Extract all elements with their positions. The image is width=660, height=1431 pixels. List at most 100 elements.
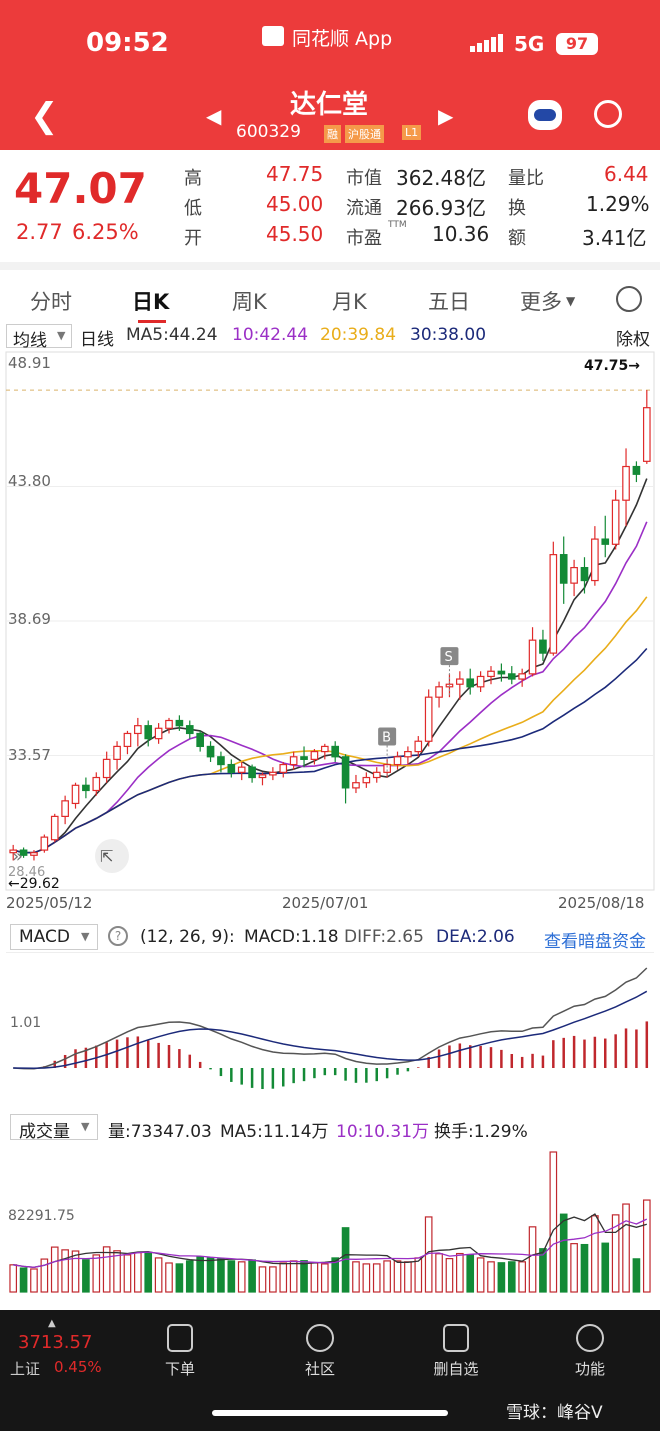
nav-functions[interactable]: 功能 — [550, 1324, 630, 1379]
volume-chart[interactable]: 82291.75 — [0, 1142, 660, 1294]
volume-bar — [196, 1256, 204, 1293]
assistant-robot-icon[interactable] — [528, 100, 562, 130]
candle — [154, 723, 163, 744]
volume-bar — [383, 1260, 391, 1293]
bottom-bar: ▲ 3713.57 上证 0.45% 下单 社区 删自选 功能 雪球：峰谷V — [0, 1310, 660, 1431]
volume-bar — [258, 1266, 267, 1293]
help-icon[interactable]: ? — [108, 926, 128, 946]
macd-y-tick: 1.01 — [10, 1015, 41, 1031]
diff-line — [13, 967, 648, 1070]
volume-bar — [580, 1243, 589, 1293]
nav-remove-watchlist[interactable]: 删自选 — [416, 1324, 496, 1379]
candle — [102, 751, 111, 783]
candle — [414, 736, 423, 757]
candle — [165, 717, 173, 734]
volume-bar — [404, 1261, 412, 1293]
volume-bar — [154, 1257, 163, 1293]
x-tick-mid: 2025/07/01 — [282, 894, 368, 912]
trade-mark-B: B — [378, 727, 397, 778]
volume-bar — [206, 1257, 215, 1293]
candle — [289, 751, 298, 770]
kline-chart[interactable]: 48.91 43.80 38.69 33.57 28.46 47.75→ ←29… — [0, 350, 660, 916]
volume-bar — [497, 1262, 506, 1293]
tab-more[interactable]: 更多 — [520, 290, 562, 314]
tab-five-day[interactable]: 五日 — [428, 290, 470, 314]
volume-bar — [102, 1246, 111, 1293]
volume-bar — [518, 1261, 526, 1293]
volume-ma5: MA5:11.14万 — [220, 1122, 329, 1142]
nav-order[interactable]: 下单 — [140, 1324, 220, 1379]
svg-text:⇱: ⇱ — [100, 847, 113, 866]
candle — [92, 772, 101, 796]
next-stock-icon[interactable]: ▶ — [438, 104, 454, 128]
network-type: 5G — [514, 32, 545, 56]
index-up-icon: ▲ — [48, 1318, 56, 1329]
volume-bar — [487, 1261, 495, 1293]
candle — [341, 754, 350, 804]
chevron-down-icon: ▼ — [566, 294, 576, 308]
candle — [497, 663, 506, 682]
volume-y-tick: 82291.75 — [8, 1208, 75, 1224]
volratio-label: 量比 — [508, 168, 544, 189]
tab-intraday[interactable]: 分时 — [30, 290, 72, 314]
stock-code: 600329 — [236, 122, 301, 142]
dark-pool-link[interactable]: 查看暗盘资金 — [544, 932, 646, 952]
period-label: 日线 — [80, 330, 114, 350]
candle — [456, 671, 464, 700]
svg-text:B: B — [382, 731, 391, 746]
candle — [40, 834, 49, 853]
candle — [601, 515, 610, 558]
prev-stock-icon[interactable]: ◀ — [206, 104, 222, 128]
back-icon[interactable]: ❮ — [30, 96, 59, 136]
macd-chart[interactable]: 1.01 — [0, 952, 660, 1102]
volume-value: 量:73347.03 — [108, 1122, 212, 1142]
volume-bar — [476, 1257, 485, 1293]
candle — [331, 741, 340, 762]
volume-ma10-line — [13, 1218, 648, 1268]
volume-bar — [435, 1253, 443, 1293]
volume-header: 成交量 ▼ 量:73347.03 MA5:11.14万 10:10.31万 换手… — [0, 1112, 660, 1142]
float-label: 流通 — [346, 198, 382, 219]
chart-settings-icon[interactable] — [616, 286, 642, 312]
adjust-toggle[interactable]: 除权 — [616, 330, 650, 350]
volume-bar — [320, 1263, 329, 1293]
tab-daily[interactable]: 日K — [132, 290, 170, 314]
volume-bar — [570, 1243, 578, 1293]
tab-weekly[interactable]: 周K — [232, 290, 267, 314]
candle — [580, 557, 589, 594]
order-icon — [167, 1324, 193, 1352]
home-indicator — [212, 1410, 448, 1416]
app-logo-icon — [262, 26, 284, 46]
stock-name: 达仁堂 — [290, 90, 369, 120]
candle — [352, 774, 360, 794]
index-value[interactable]: 3713.57 — [18, 1332, 93, 1353]
app-name: 同花顺 App — [292, 28, 393, 50]
volume-bar — [393, 1260, 402, 1293]
volume-bar — [248, 1259, 256, 1293]
open-label: 开 — [184, 228, 202, 249]
badge-margin: 融 — [324, 125, 341, 143]
pe-label: 市盈 — [346, 228, 382, 249]
search-icon[interactable] — [594, 100, 622, 128]
volume-select[interactable]: 成交量 ▼ — [10, 1114, 98, 1142]
nav-community[interactable]: 社区 — [280, 1324, 360, 1379]
candle — [9, 844, 18, 861]
badge-connect: 沪股通 — [345, 125, 384, 143]
candle — [518, 668, 526, 687]
amount-value: 3.41亿 — [582, 226, 647, 250]
volume-bar — [30, 1268, 38, 1293]
candle — [570, 559, 578, 597]
volume-bar — [165, 1262, 173, 1293]
ma30-legend: 30:38.00 — [410, 325, 487, 345]
macd-select[interactable]: MACD ▼ — [10, 924, 98, 950]
mktcap-value: 362.48亿 — [396, 166, 486, 190]
volume-bar — [372, 1263, 381, 1293]
volume-bar — [289, 1260, 298, 1293]
high-label: 高 — [184, 168, 202, 189]
tab-monthly[interactable]: 月K — [332, 290, 367, 314]
pe-ttm-tag: TTM — [388, 220, 407, 230]
volume-bar — [601, 1242, 610, 1293]
volume-bar — [217, 1258, 225, 1293]
volume-bar — [632, 1258, 641, 1293]
indicator-select[interactable]: 均线 ▼ — [6, 324, 72, 351]
